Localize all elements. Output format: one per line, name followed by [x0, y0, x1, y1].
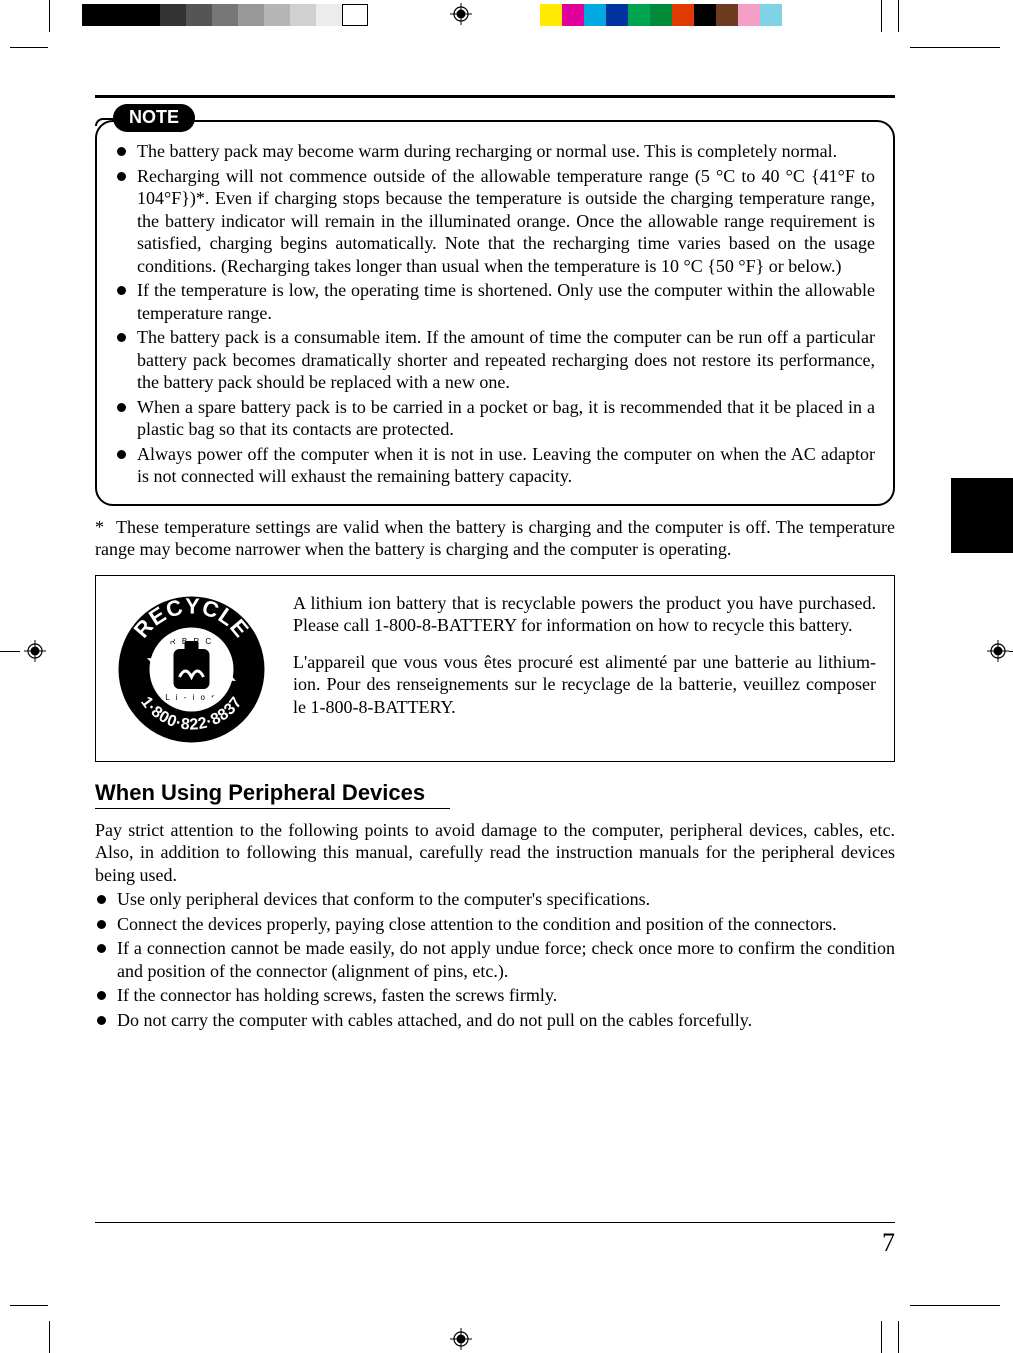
- note-item: The battery pack may become warm during …: [115, 140, 875, 163]
- recycle-paragraph-en: A lithium ion battery that is recyclable…: [293, 592, 876, 637]
- registration-mark-icon: [987, 640, 1009, 662]
- note-callout: NOTE The battery pack may become warm du…: [95, 120, 895, 506]
- registration-mark-icon: [450, 3, 472, 25]
- note-label: NOTE: [113, 104, 195, 132]
- footnote-text: These temperature settings are valid whe…: [95, 517, 895, 560]
- thumb-index-tab: [951, 478, 1013, 553]
- peripherals-item: Use only peripheral devices that conform…: [95, 888, 895, 911]
- peripherals-list: Use only peripheral devices that conform…: [95, 888, 895, 1031]
- footer-rule: [95, 1222, 895, 1223]
- crop-mark: [49, 1321, 50, 1353]
- heading-underline: [95, 808, 450, 809]
- print-marks-top: [0, 0, 1013, 40]
- note-item: Always power off the computer when it is…: [115, 443, 875, 488]
- note-item: Recharging will not commence outside of …: [115, 165, 875, 278]
- note-item: The battery pack is a consumable item. I…: [115, 326, 875, 394]
- registration-mark-icon: [24, 640, 46, 662]
- footnote-asterisk: *: [95, 517, 104, 537]
- crop-mark: [1009, 651, 1013, 652]
- registration-mark-icon: [450, 1328, 472, 1350]
- page-footer: 7: [95, 1222, 895, 1223]
- crop-mark: [0, 651, 20, 652]
- page-number: 7: [882, 1228, 895, 1258]
- color-swatch-bar: [540, 4, 782, 26]
- recycle-info-box: RECYCLE 1·800·822·8837 R B R C L i - i o…: [95, 575, 895, 762]
- peripherals-item: Connect the devices properly, paying clo…: [95, 913, 895, 936]
- print-marks-bottom: [0, 1313, 1013, 1353]
- note-item: If the temperature is low, the operating…: [115, 279, 875, 324]
- temperature-footnote: *These temperature settings are valid wh…: [95, 516, 895, 561]
- note-box: The battery pack may become warm during …: [95, 120, 895, 506]
- document-page: NOTE The battery pack may become warm du…: [0, 0, 1013, 1353]
- crop-mark: [10, 47, 48, 48]
- crop-mark: [910, 1305, 1000, 1306]
- note-item: When a spare battery pack is to be carri…: [115, 396, 875, 441]
- peripherals-item: Do not carry the computer with cables at…: [95, 1009, 895, 1032]
- peripherals-heading: When Using Peripheral Devices: [95, 780, 895, 806]
- crop-mark: [49, 0, 50, 32]
- crop-mark: [881, 1321, 882, 1353]
- recycle-paragraph-fr: L'appareil que vous vous êtes procuré es…: [293, 651, 876, 719]
- peripherals-item: If the connector has holding screws, fas…: [95, 984, 895, 1007]
- crop-mark: [881, 0, 882, 32]
- crop-mark: [10, 1305, 48, 1306]
- peripherals-intro: Pay strict attention to the following po…: [95, 819, 895, 887]
- grayscale-swatch-bar: [82, 4, 368, 26]
- crop-mark: [910, 47, 1000, 48]
- recycle-text-block: A lithium ion battery that is recyclable…: [293, 592, 876, 733]
- crop-mark: [898, 1321, 899, 1353]
- header-rule: [95, 95, 895, 98]
- rbrc-recycle-logo-icon: RECYCLE 1·800·822·8837 R B R C L i - i o…: [114, 592, 269, 747]
- note-list: The battery pack may become warm during …: [115, 140, 875, 488]
- svg-text:R B R C: R B R C: [170, 637, 213, 646]
- crop-mark: [898, 0, 899, 32]
- peripherals-item: If a connection cannot be made easily, d…: [95, 937, 895, 982]
- page-content: NOTE The battery pack may become warm du…: [95, 95, 895, 1033]
